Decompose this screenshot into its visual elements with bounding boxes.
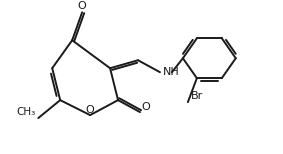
- Text: O: O: [86, 105, 95, 115]
- Text: CH₃: CH₃: [16, 107, 35, 117]
- Text: O: O: [78, 1, 87, 11]
- Text: NH: NH: [163, 67, 180, 77]
- Text: O: O: [142, 102, 150, 112]
- Text: Br: Br: [191, 91, 203, 101]
